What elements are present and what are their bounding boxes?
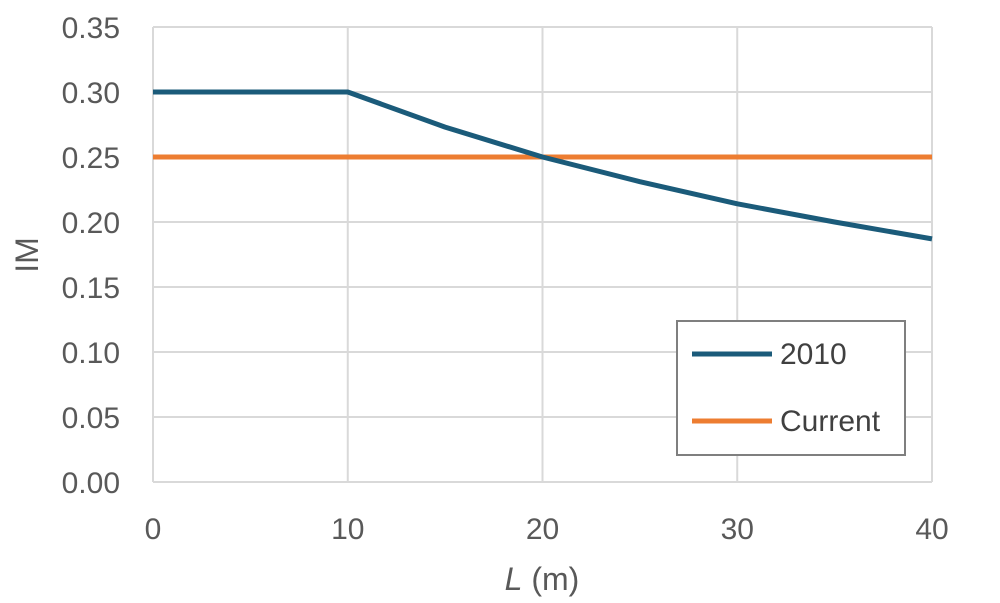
legend-label-current: Current: [780, 405, 881, 438]
x-tick-label: 10: [331, 513, 364, 546]
x-axis-variable: L: [505, 561, 523, 597]
series-layer: [153, 89, 933, 242]
y-tick-label: 0.30: [62, 77, 120, 110]
x-tick-labels: 0 10 20 30 40: [145, 513, 949, 546]
y-tick-label: 0.05: [62, 402, 120, 435]
y-tick-labels: 0.00 0.05 0.10 0.15 0.20 0.25 0.30 0.35: [62, 12, 120, 500]
legend: 2010 Current: [676, 320, 906, 456]
y-tick-label: 0.20: [62, 207, 120, 240]
series-line-2010: [153, 89, 933, 242]
y-tick-label: 0.25: [62, 142, 120, 175]
x-tick-label: 30: [721, 513, 754, 546]
x-axis-unit: (m): [522, 561, 579, 597]
x-tick-label: 0: [145, 513, 162, 546]
y-tick-label: 0.00: [62, 467, 120, 500]
x-tick-label: 20: [526, 513, 559, 546]
legend-label-2010: 2010: [780, 338, 847, 371]
y-tick-label: 0.35: [62, 12, 120, 45]
y-tick-label: 0.15: [62, 272, 120, 305]
y-tick-label: 0.10: [62, 337, 120, 370]
y-axis-title: IM: [9, 237, 45, 273]
x-axis-title: L (m): [505, 561, 580, 597]
legend-box: [676, 320, 906, 456]
x-tick-label: 40: [915, 513, 948, 546]
